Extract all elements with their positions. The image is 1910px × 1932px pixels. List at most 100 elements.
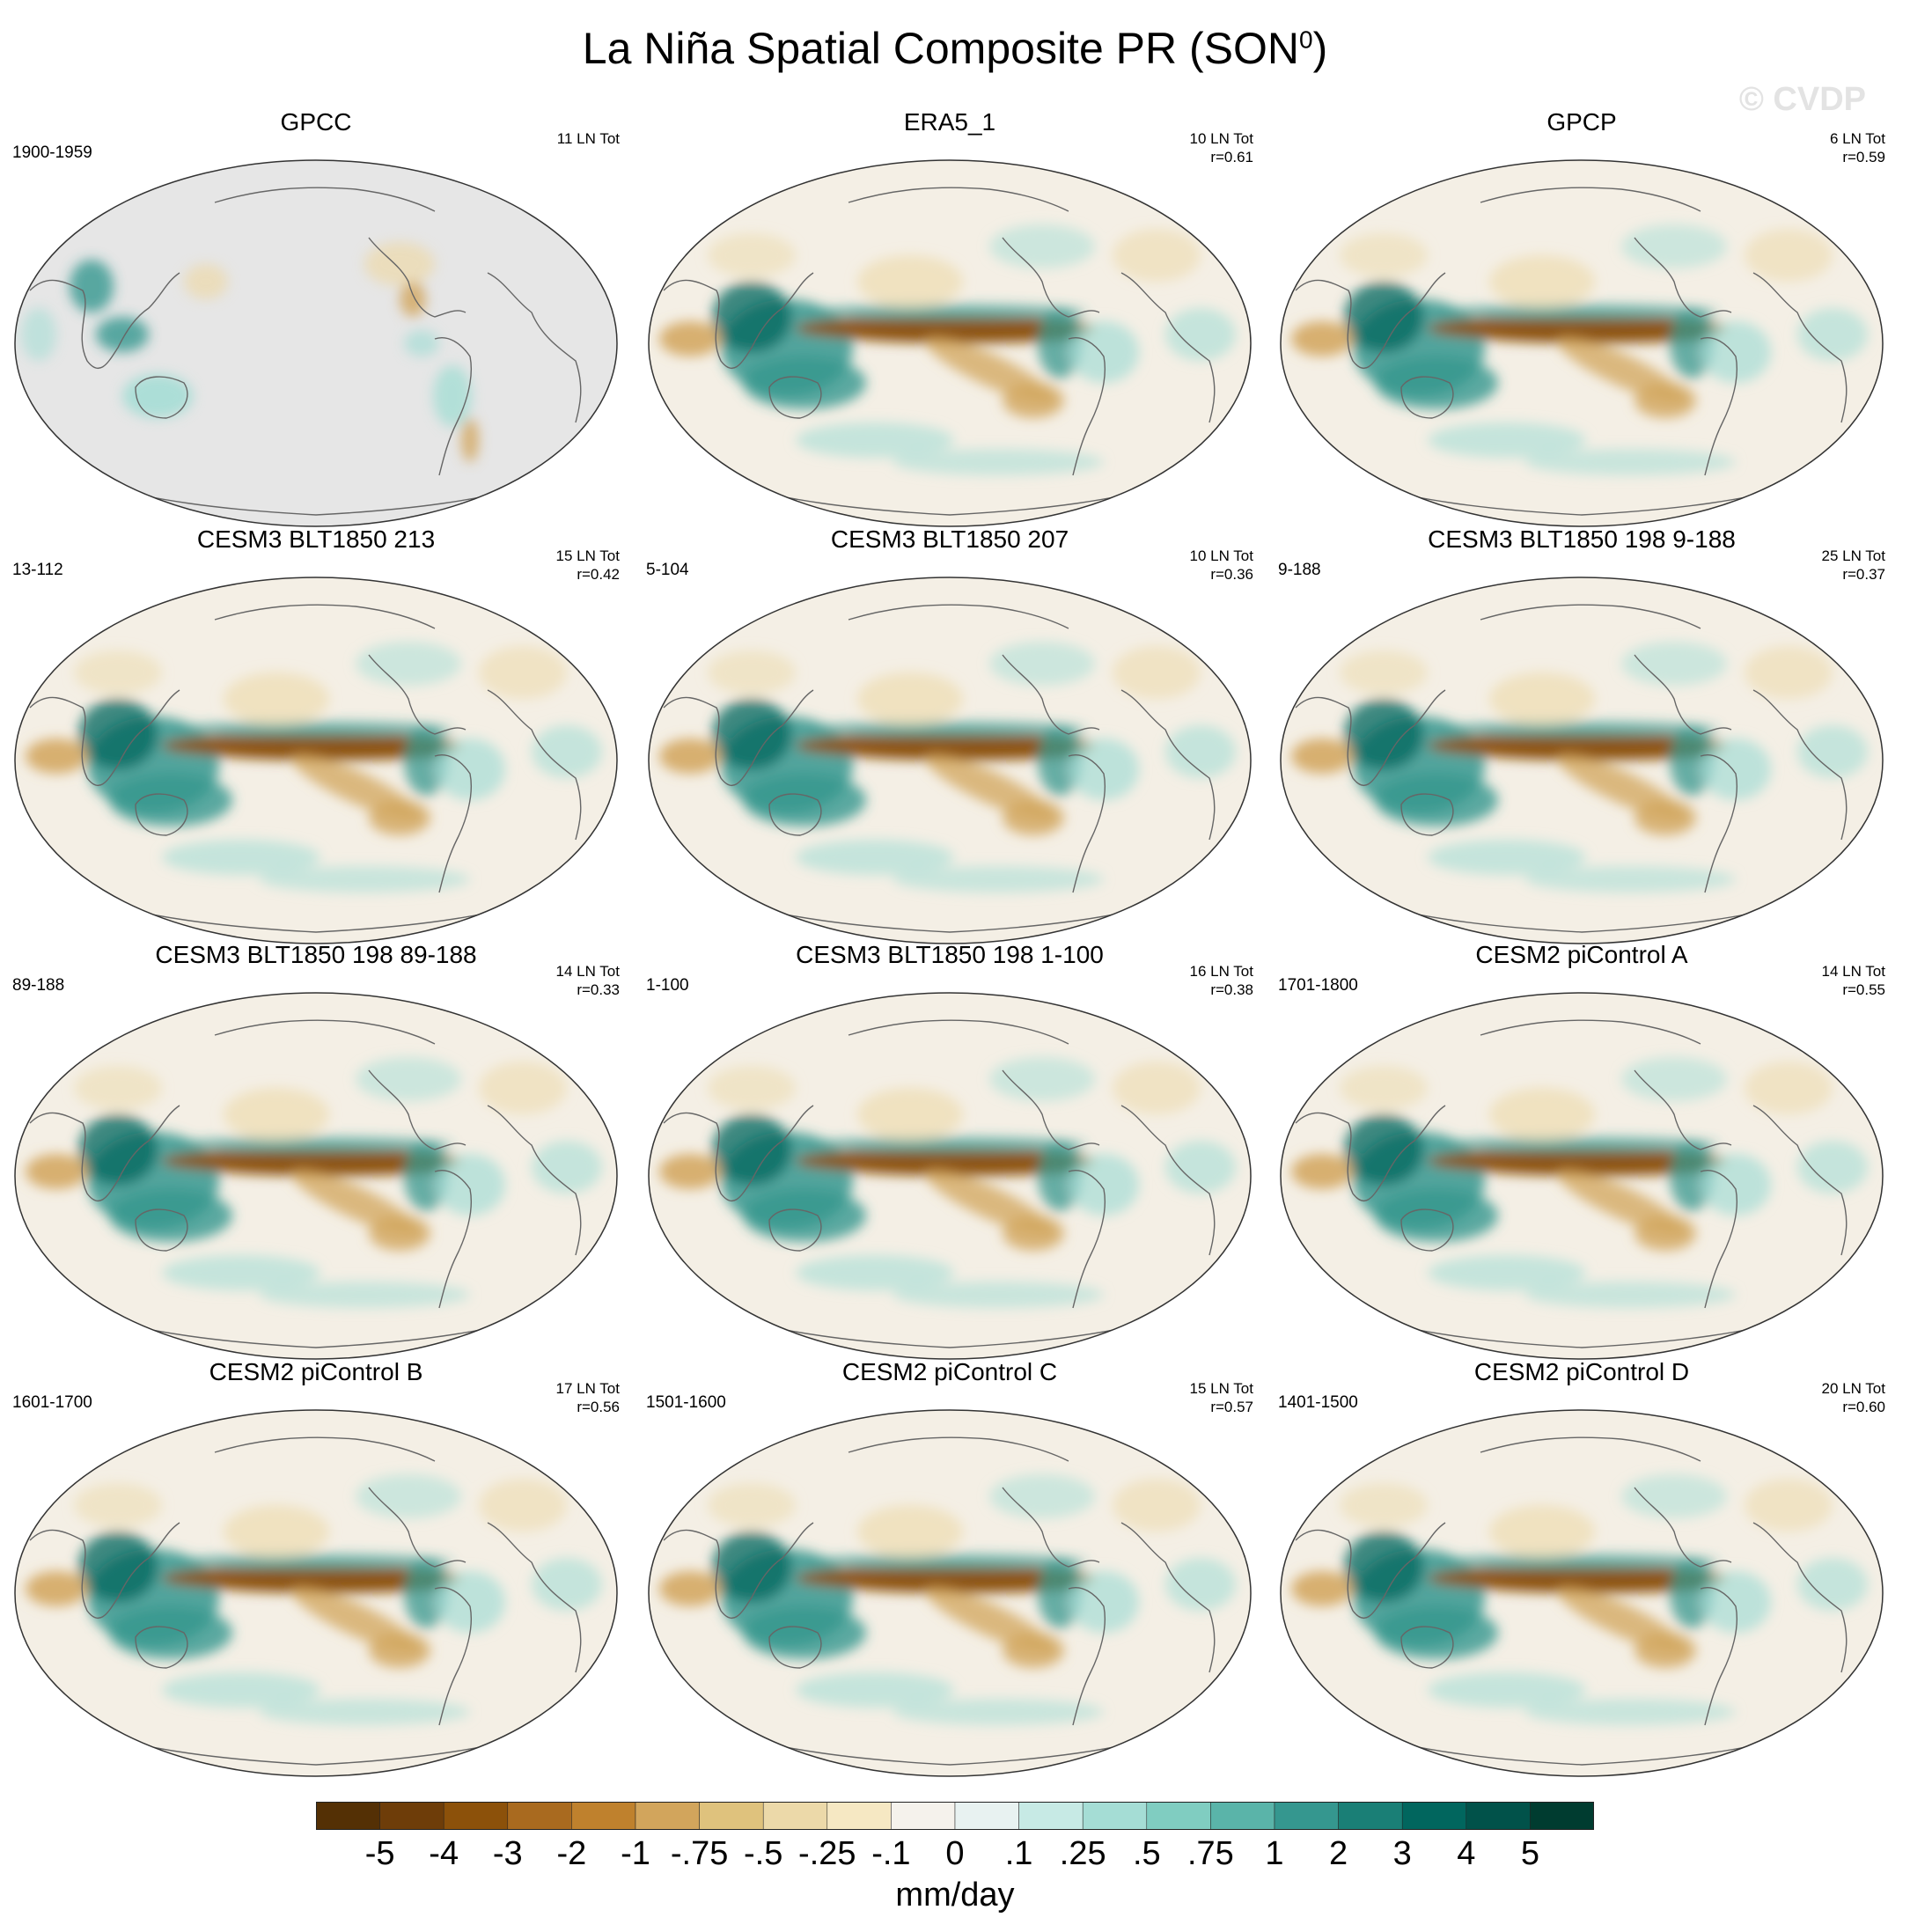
colorbar-tick-label: .25	[1059, 1835, 1106, 1872]
colorbar-tick-label: 5	[1520, 1835, 1539, 1872]
colorbar-tick-label: 0	[945, 1835, 965, 1872]
globe-map	[648, 1409, 1252, 1777]
panel-title: GPCC	[280, 108, 352, 136]
colorbar-tick-label: -.1	[871, 1835, 911, 1872]
panel-title: CESM2 piControl A	[1475, 941, 1688, 968]
globe-map	[14, 159, 618, 527]
colorbar-units: mm/day	[895, 1877, 1015, 1914]
colorbar-swatch	[826, 1802, 892, 1830]
panel-stats: 20 LN Tot r=0.60	[1821, 1380, 1885, 1415]
colorbar-swatch	[1338, 1802, 1403, 1830]
map-panel: CESM3 BLT1850 207 5-104 10 LN Tot r=0.36	[646, 525, 1253, 944]
colorbar-tick-label: 1	[1265, 1835, 1284, 1872]
colorbar	[316, 1802, 1594, 1830]
panel-period: 89-188	[12, 976, 65, 995]
globe-map	[648, 159, 1252, 527]
panel-period: 1-100	[646, 976, 689, 995]
colorbar-tick-label: -2	[556, 1835, 587, 1872]
globe-map	[14, 992, 618, 1360]
colorbar-swatch	[699, 1802, 764, 1830]
colorbar-tick-label: 3	[1392, 1835, 1412, 1872]
map-panel: ERA5_1 10 LN Tot r=0.61	[646, 108, 1253, 527]
colorbar-tick-label: -4	[429, 1835, 459, 1872]
colorbar-swatch	[891, 1802, 956, 1830]
colorbar-swatch	[379, 1802, 444, 1830]
panel-title: CESM2 piControl B	[209, 1358, 423, 1385]
colorbar-tick-label: 2	[1329, 1835, 1348, 1872]
colorbar-tick-label: .75	[1186, 1835, 1234, 1872]
panel-stats: 10 LN Tot r=0.61	[1189, 130, 1253, 165]
panel-stats: 14 LN Tot r=0.33	[555, 963, 620, 998]
panel-title: CESM2 piControl C	[841, 1358, 1058, 1385]
panel-title: CESM3 BLT1850 198 9-188	[1428, 525, 1736, 553]
map-panel: CESM2 piControl A 1701-1800 14 LN Tot r=0.5…	[1278, 941, 1885, 1360]
globe-map	[648, 992, 1252, 1360]
panel-stats: 16 LN Tot r=0.38	[1189, 963, 1253, 998]
colorbar-tick-label: -1	[621, 1835, 650, 1872]
panel-stats: 15 LN Tot r=0.57	[1189, 1380, 1253, 1415]
figure-title: La Niña Spatial Composite PR (SON0)	[582, 24, 1328, 73]
panel-title: GPCP	[1546, 108, 1617, 136]
globe-map	[648, 577, 1252, 944]
colorbar-tick-label: -5	[364, 1835, 395, 1872]
colorbar-swatch	[443, 1802, 509, 1830]
panel-period: 5-104	[646, 561, 689, 579]
globe-map	[1280, 577, 1884, 944]
colorbar-tick-label: -.25	[798, 1835, 856, 1872]
map-panel: CESM2 piControl B 1601-1700 17 LN Tot r=0.5…	[12, 1358, 620, 1777]
panel-period: 1601-1700	[12, 1393, 92, 1412]
panel-period: 13-112	[12, 561, 63, 579]
colorbar-swatch	[954, 1802, 1019, 1830]
map-panel: CESM3 BLT1850 198 1-100 1-100 16 LN Tot r=0…	[646, 941, 1253, 1360]
colorbar-tick-label: .5	[1132, 1835, 1161, 1872]
panel-period: 1900-1959	[12, 143, 92, 162]
panel-stats: 15 LN Tot r=0.42	[555, 547, 620, 583]
colorbar-tick-label: .1	[1004, 1835, 1033, 1872]
colorbar-swatch	[507, 1802, 572, 1830]
colorbar-tick-label: -.75	[670, 1835, 729, 1872]
panel-stats: 6 LN Tot r=0.59	[1829, 130, 1885, 165]
colorbar-tick-label: 4	[1457, 1835, 1476, 1872]
colorbar-swatch	[1210, 1802, 1275, 1830]
panel-title: CESM3 BLT1850 213	[196, 525, 436, 553]
panel-stats: 25 LN Tot r=0.37	[1821, 547, 1885, 583]
colorbar-tick-label: -.5	[744, 1835, 783, 1872]
panel-title: CESM2 piControl D	[1473, 1358, 1690, 1385]
globe-map	[14, 577, 618, 944]
map-panel: CESM3 BLT1850 198 89-188 89-188 14 LN Tot r…	[12, 941, 620, 1360]
globe-map	[1280, 992, 1884, 1360]
colorbar-swatch	[635, 1802, 700, 1830]
colorbar-swatch	[1274, 1802, 1339, 1830]
panel-period: 9-188	[1278, 561, 1321, 579]
panel-period: 1501-1600	[646, 1393, 726, 1412]
map-panel: GPCP 6 LN Tot r=0.59	[1278, 108, 1885, 527]
panel-title: CESM3 BLT1850 198 1-100	[796, 941, 1104, 968]
globe-map	[1280, 1409, 1884, 1777]
colorbar-swatch	[1530, 1802, 1594, 1830]
map-panel: CESM3 BLT1850 198 9-188 9-188 25 LN Tot r=0…	[1278, 525, 1885, 944]
colorbar-swatch	[1082, 1802, 1148, 1830]
map-panel: CESM2 piControl C 1501-1600 15 LN Tot r=0.5…	[646, 1358, 1253, 1777]
map-panel: CESM3 BLT1850 213 13-112 15 LN Tot r=0.42	[12, 525, 620, 944]
colorbar-swatch	[1018, 1802, 1084, 1830]
colorbar-swatch	[1466, 1802, 1531, 1830]
panel-title: ERA5_1	[903, 108, 996, 136]
panel-stats: 14 LN Tot r=0.55	[1821, 963, 1885, 998]
watermark: © CVDP	[1738, 81, 1866, 118]
map-panel: CESM2 piControl D 1401-1500 20 LN Tot r=0.6…	[1278, 1358, 1885, 1777]
colorbar-swatch	[762, 1802, 828, 1830]
globe-map	[1280, 159, 1884, 527]
map-panel: GPCC 1900-1959 11 LN Tot	[12, 108, 620, 527]
panel-stats: 17 LN Tot r=0.56	[555, 1380, 620, 1415]
globe-map	[14, 1409, 618, 1777]
panel-title: CESM3 BLT1850 198 89-188	[155, 941, 477, 968]
colorbar-labels: -5 -4 -3 -2 -1 -.75 -.5 -.25 -.1 0 .1 .25 .5 .75 1 2 3 4 5	[316, 1835, 1594, 1879]
colorbar-swatch	[1401, 1802, 1467, 1830]
panel-period: 1701-1800	[1278, 976, 1358, 995]
panel-period: 1401-1500	[1278, 1393, 1358, 1412]
panel-stats: 11 LN Tot	[556, 130, 620, 147]
colorbar-swatch	[1146, 1802, 1211, 1830]
colorbar-swatch	[316, 1802, 380, 1830]
colorbar-swatch	[571, 1802, 636, 1830]
panel-title: CESM3 BLT1850 207	[830, 525, 1069, 553]
